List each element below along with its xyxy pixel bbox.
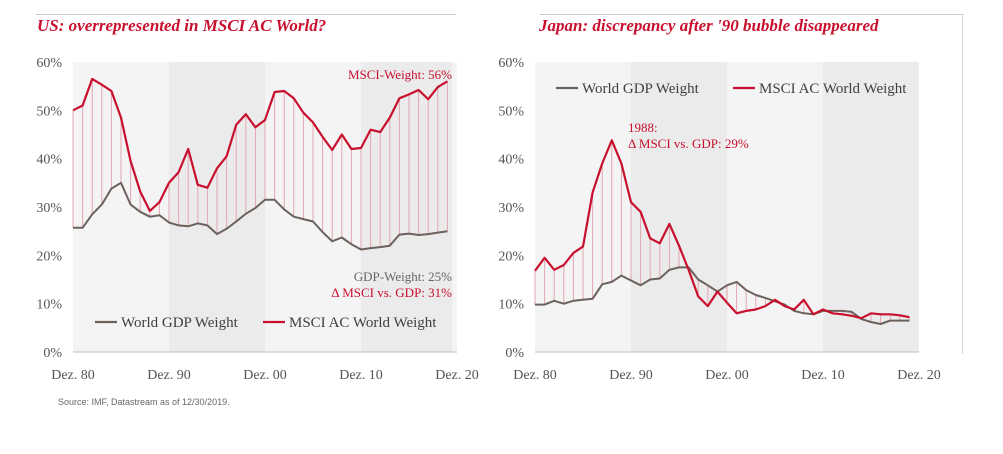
us-x-tick-label: Dez. 90 — [147, 368, 191, 383]
us-y-tick-label: 0% — [43, 346, 62, 361]
jp-msci-weight-line — [534, 139, 910, 320]
title-rule-right — [540, 14, 964, 15]
us-y-tick-label: 10% — [36, 298, 62, 313]
title-rule-left — [36, 14, 456, 15]
jp-y-tick-label: 60% — [498, 56, 524, 71]
jp-x-tick-label: Dez. 00 — [705, 368, 749, 383]
us-shaded-band — [361, 62, 453, 352]
us-gdp-weight-line — [73, 181, 448, 251]
us-legend-label: World GDP Weight — [121, 315, 239, 331]
jp-y-tick-label: 0% — [505, 346, 524, 361]
jp-legend-label: MSCI AC World Weight — [759, 81, 907, 97]
us-x-tick-label: Dez. 80 — [51, 368, 95, 383]
source-note: Source: IMF, Datastream as of 12/30/2019… — [58, 397, 230, 407]
jp-gdp-weight-line — [535, 266, 910, 325]
jp-shaded-band — [631, 62, 727, 352]
us-y-tick-label: 50% — [36, 104, 62, 119]
jp-y-tick-label: 40% — [498, 153, 524, 168]
jp-annotation: 1988: — [628, 120, 658, 135]
jp-annotation: Δ MSCI vs. GDP: 29% — [628, 136, 749, 151]
chart-title-japan: Japan: discrepancy after '90 bubble disa… — [539, 16, 879, 35]
us-annotation: GDP-Weight: 25% — [354, 269, 452, 284]
jp-y-tick-label: 20% — [498, 249, 524, 264]
us-y-tick-label: 40% — [36, 153, 62, 168]
us-x-tick-label: Dez. 20 — [435, 368, 479, 383]
us-x-tick-label: Dez. 00 — [243, 368, 287, 383]
jp-y-tick-label: 30% — [498, 201, 524, 216]
jp-y-tick-label: 50% — [498, 104, 524, 119]
us-x-tick-label: Dez. 10 — [339, 368, 383, 383]
us-y-tick-label: 30% — [36, 201, 62, 216]
jp-x-tick-label: Dez. 80 — [513, 368, 557, 383]
us-annotation: MSCI-Weight: 56% — [348, 67, 452, 82]
us-annotation: Δ MSCI vs. GDP: 31% — [331, 285, 452, 300]
jp-x-tick-label: Dez. 20 — [897, 368, 941, 383]
panel-divider — [962, 14, 963, 354]
us-y-tick-label: 60% — [36, 56, 62, 71]
us-msci-weight-line — [72, 77, 448, 212]
jp-y-tick-label: 10% — [498, 298, 524, 313]
jp-x-tick-label: Dez. 90 — [609, 368, 653, 383]
jp-legend-label: World GDP Weight — [582, 81, 700, 97]
jp-x-tick-label: Dez. 10 — [801, 368, 845, 383]
us-y-tick-label: 20% — [36, 249, 62, 264]
jp-shaded-band — [823, 62, 919, 352]
chart-title-us: US: overrepresented in MSCI AC World? — [37, 16, 327, 35]
us-legend-label: MSCI AC World Weight — [289, 315, 437, 331]
